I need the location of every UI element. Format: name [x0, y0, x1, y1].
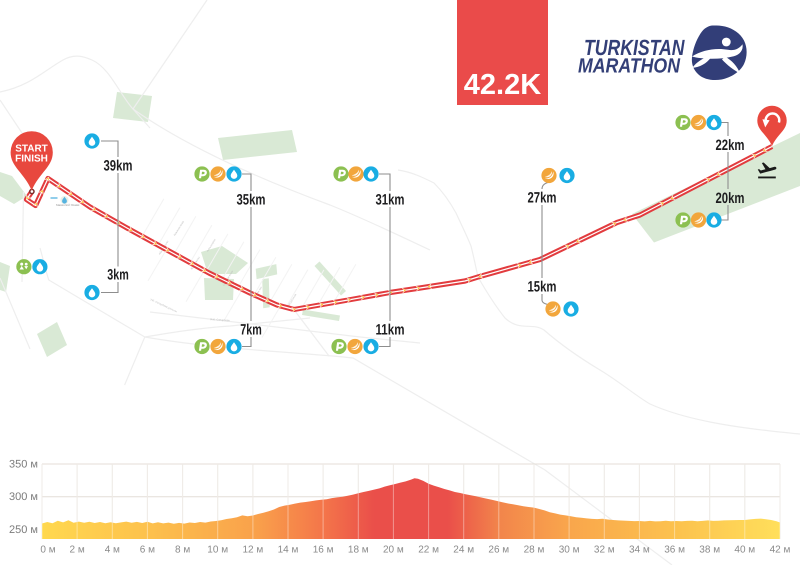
svg-text:24 м: 24 м: [453, 545, 474, 556]
svg-text:12 м: 12 м: [243, 545, 264, 556]
svg-text:39km: 39km: [104, 157, 133, 174]
svg-text:22km: 22km: [716, 137, 745, 154]
svg-text:8 м: 8 м: [175, 545, 190, 556]
svg-text:20km: 20km: [716, 190, 745, 207]
svg-text:26 м: 26 м: [488, 545, 509, 556]
svg-text:Байтурсынов: Байтурсынов: [286, 293, 297, 309]
svg-text:28 м: 28 м: [524, 545, 545, 556]
svg-text:42 м: 42 м: [770, 545, 791, 556]
svg-text:20 м: 20 м: [383, 545, 404, 556]
svg-text:TURKISTAN: TURKISTAN: [584, 35, 685, 60]
svg-text:6 м: 6 м: [140, 545, 155, 556]
svg-text:350 м: 350 м: [9, 459, 38, 471]
svg-text:Тауке хан: Тауке хан: [254, 286, 263, 298]
svg-text:35km: 35km: [237, 191, 266, 208]
svg-text:36 м: 36 м: [664, 545, 685, 556]
svg-text:Мавзолей Ясави: Мавзолей Ясави: [56, 203, 80, 207]
svg-text:27km: 27km: [528, 189, 557, 206]
svg-text:2 м: 2 м: [69, 545, 84, 556]
svg-text:18 м: 18 м: [348, 545, 369, 556]
svg-text:42.2K: 42.2K: [464, 69, 541, 101]
svg-text:Кожанов коше: Кожанов коше: [173, 220, 185, 237]
svg-text:30 м: 30 м: [559, 545, 580, 556]
svg-text:Алтынсарин: Алтынсарин: [206, 238, 217, 253]
svg-text:40 м: 40 м: [734, 545, 755, 556]
svg-text:4 м: 4 м: [105, 545, 120, 556]
svg-text:16 м: 16 м: [313, 545, 334, 556]
svg-text:MARATHON: MARATHON: [578, 55, 681, 78]
svg-text:34 м: 34 м: [629, 545, 650, 556]
svg-text:300 м: 300 м: [9, 491, 38, 503]
svg-text:14 м: 14 м: [278, 545, 299, 556]
svg-text:10 м: 10 м: [207, 545, 228, 556]
svg-text:Зыб. Сапарбаев: Зыб. Сапарбаев: [210, 318, 230, 322]
svg-text:3km: 3km: [107, 266, 129, 283]
svg-text:7km: 7km: [240, 321, 262, 338]
svg-text:31km: 31km: [376, 191, 405, 208]
svg-text:FINISH: FINISH: [15, 154, 48, 165]
svg-text:32 м: 32 м: [594, 545, 615, 556]
svg-text:15km: 15km: [528, 278, 557, 295]
svg-text:0 м: 0 м: [40, 545, 55, 556]
svg-text:11km: 11km: [376, 321, 405, 338]
svg-text:START: START: [15, 143, 48, 154]
svg-text:250 м: 250 м: [9, 524, 38, 536]
svg-text:22 м: 22 м: [418, 545, 439, 556]
svg-text:38 м: 38 м: [699, 545, 720, 556]
